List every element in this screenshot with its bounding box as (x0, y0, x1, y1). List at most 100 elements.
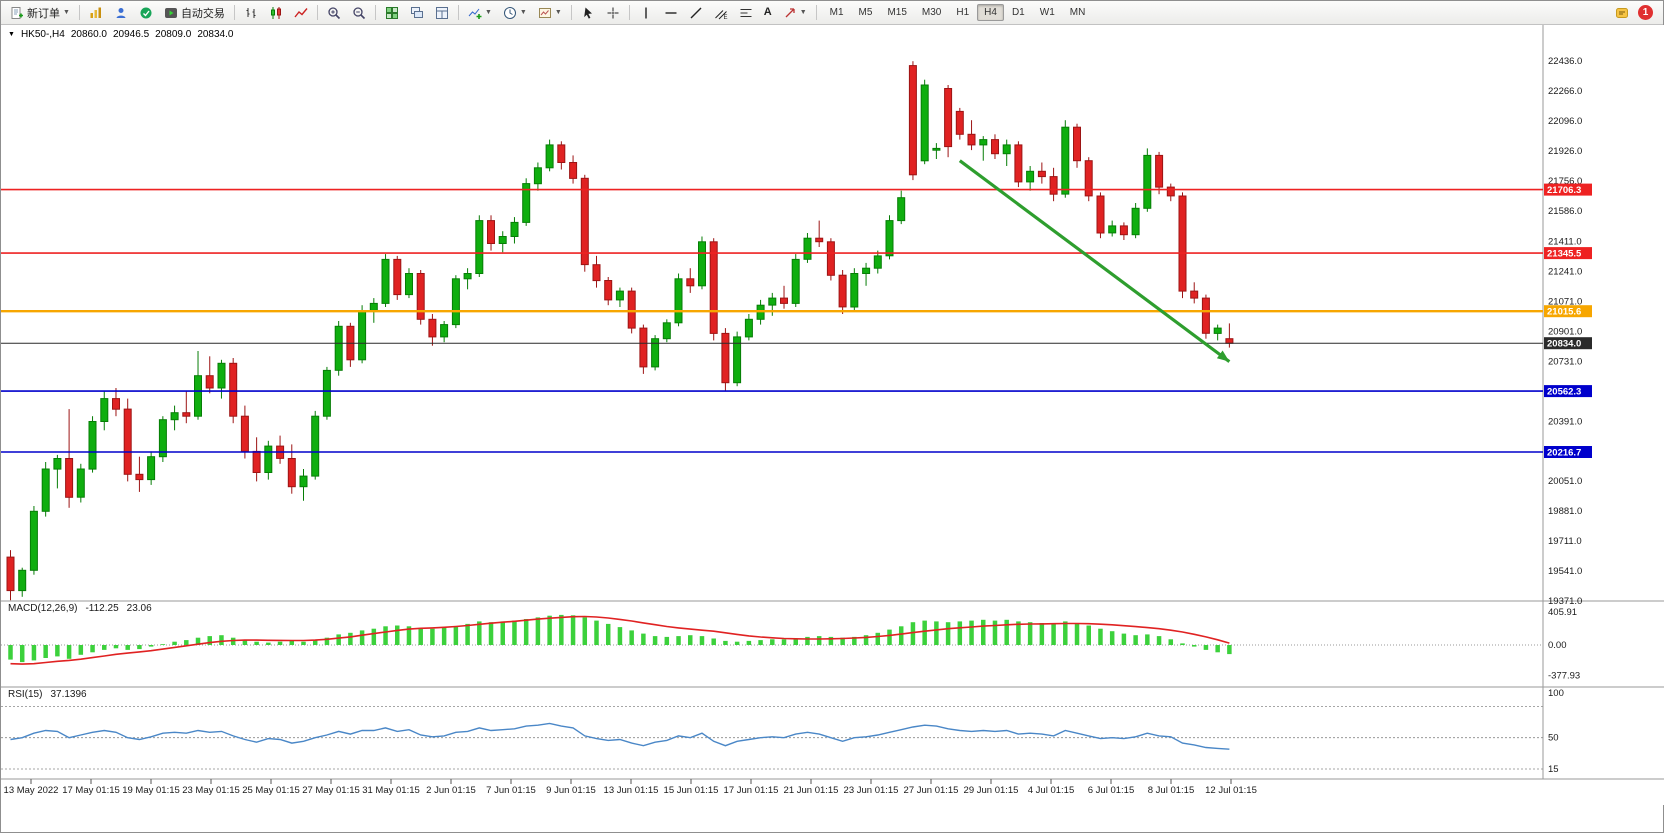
timeframe-button-m5[interactable]: M5 (852, 4, 880, 21)
candle-body (1155, 154, 1164, 188)
candle-body (850, 273, 859, 308)
candle-body (615, 290, 624, 301)
candle-body (920, 84, 929, 162)
vertical-line-tool-button[interactable] (634, 3, 658, 23)
history-center-button[interactable] (84, 3, 108, 23)
cascade-windows-button[interactable] (405, 3, 429, 23)
macd-signal-line (10, 615, 1230, 665)
candle-body (1178, 195, 1187, 292)
candle-body (311, 415, 320, 477)
timeframe-button-m1[interactable]: M1 (823, 4, 851, 21)
text-tool-button[interactable]: A (759, 3, 777, 23)
profile-button[interactable] (109, 3, 133, 23)
arrange-windows-icon (435, 6, 449, 20)
tile-windows-button[interactable] (380, 3, 404, 23)
candle-body (1108, 225, 1117, 234)
zoom-out-button[interactable] (347, 3, 371, 23)
price-tag (1544, 247, 1592, 260)
zoom-in-button[interactable] (322, 3, 346, 23)
horizontal-line-icon (664, 6, 678, 20)
templates-button[interactable]: ▼ (533, 3, 567, 23)
candle-body (932, 147, 941, 151)
new-order-button[interactable]: 新订单 ▼ (5, 3, 75, 23)
trendline-tool-button[interactable] (684, 3, 708, 23)
candle-body (1049, 176, 1058, 195)
add-indicator-button[interactable]: ▼ (463, 3, 497, 23)
crosshair-tool-button[interactable] (601, 3, 625, 23)
candle-body (627, 290, 636, 329)
caret-down-icon: ▼ (484, 9, 492, 16)
svg-text:E: E (723, 15, 727, 20)
candle-body (405, 273, 413, 296)
notification-badge[interactable]: 1 (1638, 5, 1653, 20)
cursor-tool-button[interactable] (576, 3, 600, 23)
price-axis-label: 21241.0 (1548, 267, 1582, 278)
candle-body (112, 398, 120, 410)
price-axis-label: 20731.0 (1548, 356, 1582, 367)
timeframe-button-h1[interactable]: H1 (949, 4, 976, 21)
price-axis-label: 19881.0 (1548, 506, 1582, 517)
line-chart-mode-button[interactable] (289, 3, 313, 23)
time-axis-label: 23 Jun 01:15 (844, 785, 899, 796)
horizontal-line-tool-button[interactable] (659, 3, 683, 23)
time-axis-label: 31 May 01:15 (362, 785, 420, 796)
caret-down-icon: ▼ (554, 9, 562, 16)
fibonacci-tool-button[interactable] (734, 3, 758, 23)
candle-body (1002, 144, 1011, 155)
candle-body (428, 318, 437, 338)
market-watch-button[interactable] (134, 3, 158, 23)
candle-body (65, 458, 74, 498)
candle-body (604, 280, 613, 301)
arrange-windows-button[interactable] (430, 3, 454, 23)
candle-body (733, 336, 742, 384)
zoom-in-icon (327, 6, 341, 20)
candlestick-mode-button[interactable] (264, 3, 288, 23)
periods-button[interactable]: ▼ (498, 3, 532, 23)
candle-body (41, 468, 50, 512)
vertical-line-icon (639, 6, 653, 20)
toolbar-separator (374, 5, 376, 20)
auto-trading-button[interactable]: 自动交易 (159, 3, 230, 23)
candle-body (1026, 170, 1035, 183)
candle-body (1166, 186, 1175, 197)
timeframe-button-h4[interactable]: H4 (977, 4, 1004, 21)
candle-body (229, 362, 238, 417)
timeframe-button-mn[interactable]: MN (1063, 4, 1093, 21)
candle-body (955, 110, 964, 135)
candle-body (170, 412, 179, 421)
support-icon (1615, 6, 1629, 20)
trend-arrow[interactable] (958, 159, 1231, 363)
timeframe-button-w1[interactable]: W1 (1033, 4, 1062, 21)
candle-body (264, 445, 273, 474)
timeframe-button-m30[interactable]: M30 (915, 4, 948, 21)
price-axis-label: 21071.0 (1548, 296, 1582, 307)
candle-body (416, 273, 425, 320)
chart-canvas[interactable]: 22436.0 22266.0 22096.0 21926.0 21756.0 21586… (1, 25, 1664, 805)
new-order-label: 新订单 (27, 7, 60, 20)
price-axis-label: 22266.0 (1548, 86, 1582, 97)
candle-body (18, 569, 27, 592)
toolbar-separator (457, 5, 459, 20)
candle-body (908, 65, 917, 176)
candle-body (299, 475, 308, 488)
time-axis-label: 27 Jun 01:15 (904, 785, 959, 796)
channel-tool-button[interactable]: E (709, 3, 733, 23)
time-axis-label: 27 May 01:15 (302, 785, 360, 796)
timeframe-button-m15[interactable]: M15 (880, 4, 913, 21)
bar-chart-mode-button[interactable] (239, 3, 263, 23)
candle-body (1225, 338, 1234, 344)
time-axis-label: 19 May 01:15 (122, 785, 180, 796)
price-tag (1544, 305, 1592, 318)
chart-collapse-icon[interactable]: ▼ (8, 31, 15, 38)
price-axis-label: 21756.0 (1548, 176, 1582, 187)
history-center-icon (89, 6, 103, 20)
candle-body (1014, 144, 1023, 183)
caret-down-icon: ▼ (519, 9, 527, 16)
arrows-tool-button[interactable]: ▼ (778, 3, 812, 23)
timeframe-button-d1[interactable]: D1 (1005, 4, 1032, 21)
candle-body (334, 325, 343, 371)
support-button[interactable] (1610, 3, 1634, 23)
price-tag-label: 21015.6 (1547, 307, 1581, 318)
candle-body (381, 258, 390, 304)
